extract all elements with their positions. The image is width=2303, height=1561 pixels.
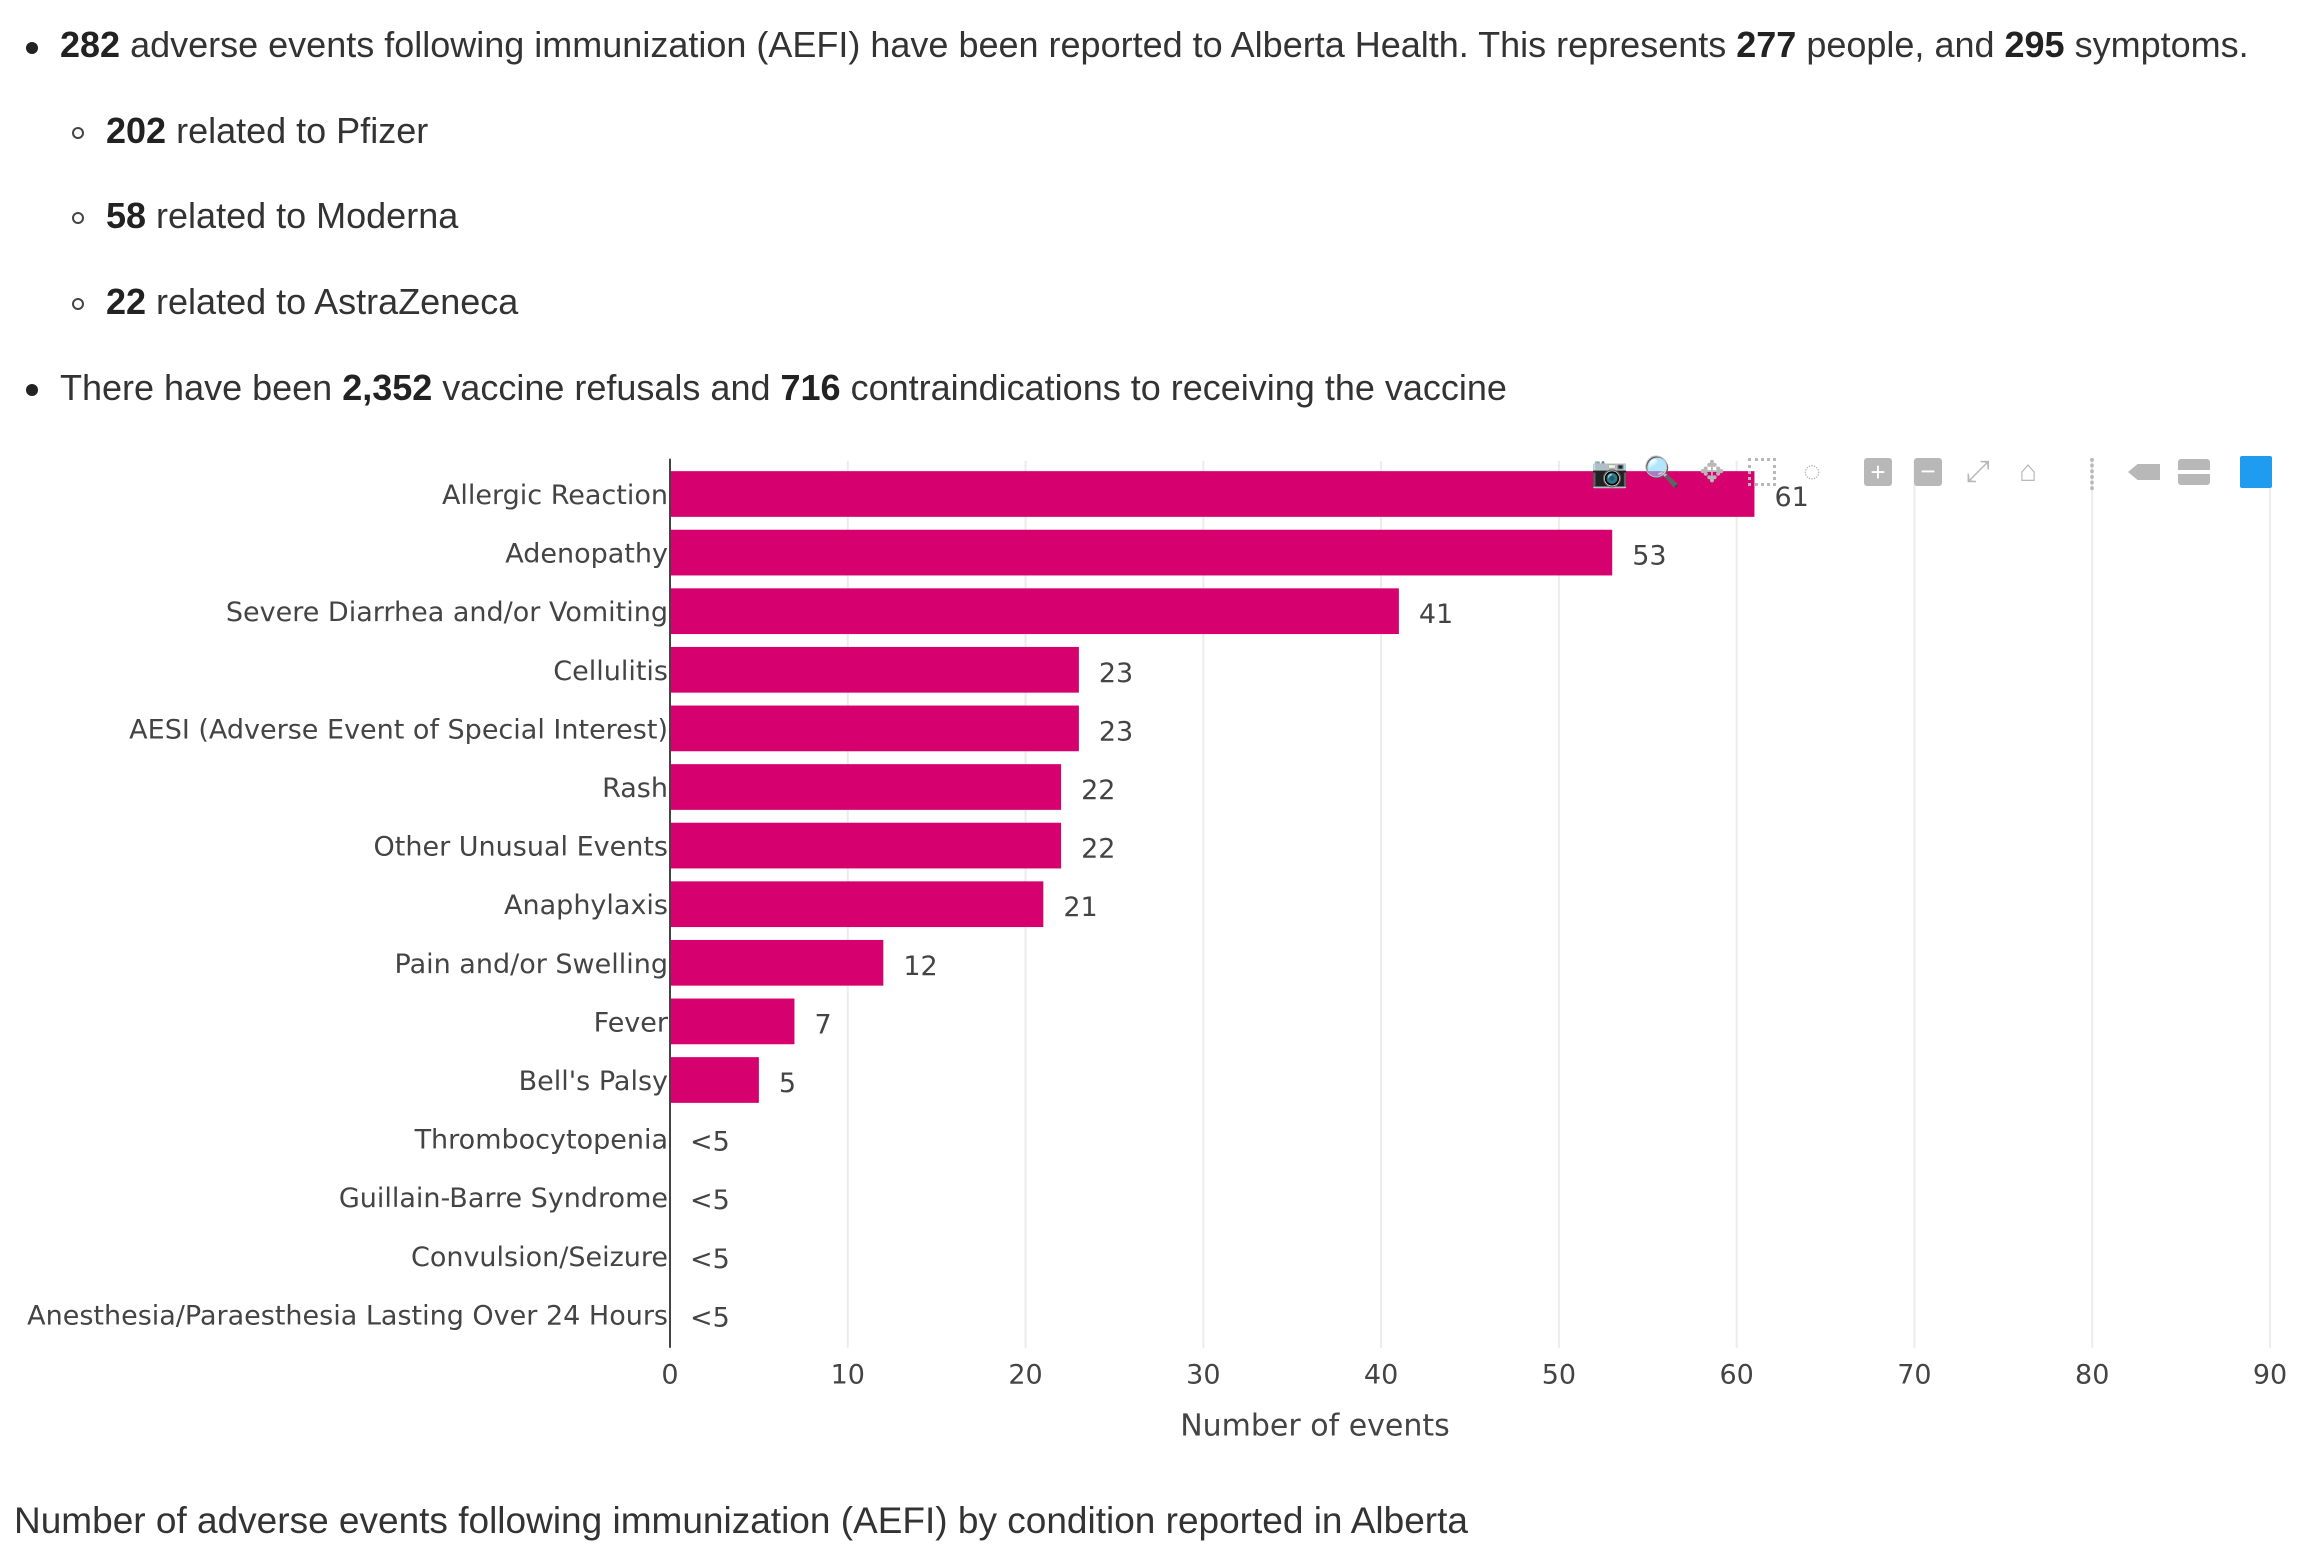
zoom-icon[interactable]: 🔍	[1643, 455, 1681, 489]
x-tick-label: 60	[1719, 1360, 1753, 1391]
x-tick-label: 70	[1897, 1360, 1931, 1391]
summary-astrazeneca: 22 related to AstraZeneca	[106, 281, 519, 322]
bar-value-label: 23	[1099, 716, 1133, 747]
x-tick-label: 20	[1008, 1360, 1042, 1391]
category-label: Adenopathy	[505, 539, 668, 570]
bar-value-label: 23	[1099, 658, 1133, 689]
bar	[670, 881, 1044, 928]
bar	[670, 646, 1079, 693]
bar-value-label: 61	[1774, 482, 1808, 513]
x-tick-label: 80	[2075, 1360, 2109, 1391]
category-label: Anaphylaxis	[504, 890, 668, 921]
bar	[670, 764, 1062, 810]
bar-value-label: 21	[1063, 892, 1097, 923]
category-label: Guillain-Barre Syndrome	[339, 1183, 668, 1214]
reset-axes-icon[interactable]: ⌂	[2018, 455, 2038, 488]
bar	[670, 998, 795, 1045]
hover-closest-icon[interactable]	[2124, 452, 2164, 492]
bar-value-label: 12	[903, 951, 937, 982]
x-tick-label: 50	[1542, 1360, 1576, 1391]
bullet-dot	[26, 42, 38, 54]
bar-value-label: <5	[690, 1244, 730, 1275]
bullet-dot	[26, 384, 38, 396]
summary-aefi-total: 282 adverse events following immunizatio…	[60, 24, 2249, 65]
bullet-ring	[72, 298, 84, 310]
bullet-ring	[72, 212, 84, 224]
category-label: Pain and/or Swelling	[395, 949, 669, 980]
zoom-in-icon[interactable]: +	[1858, 452, 1898, 492]
bar-value-label: <5	[690, 1185, 730, 1216]
bar-value-label: 5	[779, 1068, 796, 1099]
chart-caption: Number of adverse events following immun…	[14, 1500, 1468, 1541]
spike-lines-icon[interactable]: ⸽	[2088, 457, 2096, 491]
x-tick-label: 10	[831, 1360, 865, 1391]
category-label: Convulsion/Seizure	[411, 1242, 668, 1273]
summary-pfizer: 202 related to Pfizer	[106, 110, 429, 151]
x-tick-label: 30	[1186, 1360, 1220, 1391]
camera-icon[interactable]: 📷	[1591, 455, 1629, 489]
category-label: AESI (Adverse Event of Special Interest)	[129, 714, 668, 745]
category-label: Bell's Palsy	[519, 1066, 668, 1097]
bar	[670, 529, 1613, 576]
hover-compare-icon[interactable]	[2174, 452, 2214, 492]
bar	[670, 471, 1755, 517]
bar	[670, 1057, 759, 1103]
category-label: Allergic Reaction	[442, 480, 668, 511]
x-tick-label: 90	[2253, 1360, 2287, 1391]
category-label: Thrombocytopenia	[414, 1125, 668, 1156]
box-select-icon[interactable]	[1742, 452, 1782, 492]
bar	[670, 822, 1062, 869]
bar-value-label: 41	[1419, 599, 1453, 630]
lasso-select-icon[interactable]: ◌	[1803, 455, 1821, 488]
bar-value-label: 22	[1081, 775, 1115, 806]
category-label: Rash	[602, 773, 668, 804]
category-label: Cellulitis	[553, 656, 668, 687]
category-label: Anesthesia/Paraesthesia Lasting Over 24 …	[27, 1300, 668, 1331]
autoscale-icon[interactable]: ⤢	[1966, 455, 1990, 488]
category-label: Fever	[594, 1007, 669, 1038]
aefi-bar-chart[interactable]: 0 10 20 30 40 50 60 70 80 90 Allergic Reaction 61 Ad…	[0, 440, 2303, 1480]
plotly-logo-icon[interactable]	[2236, 452, 2276, 492]
bar-value-label: 53	[1632, 541, 1666, 572]
bar-value-label: <5	[690, 1302, 730, 1333]
bar-value-label: <5	[690, 1127, 730, 1158]
bullet-ring	[72, 127, 84, 139]
x-axis-title: Number of events	[1180, 1409, 1450, 1444]
bar-value-label: 22	[1081, 834, 1115, 865]
bar	[670, 939, 884, 986]
bar-value-label: 7	[814, 1009, 831, 1040]
summary-moderna: 58 related to Moderna	[106, 195, 459, 236]
category-label: Other Unusual Events	[374, 832, 668, 863]
summary-refusals: There have been 2,352 vaccine refusals a…	[60, 367, 1507, 408]
bar	[670, 588, 1399, 635]
x-tick-label: 0	[661, 1360, 678, 1391]
pan-icon[interactable]: ✥	[1699, 455, 1725, 489]
zoom-out-icon[interactable]: −	[1908, 452, 1948, 492]
category-label: Severe Diarrhea and/or Vomiting	[226, 597, 668, 628]
x-tick-label: 40	[1364, 1360, 1398, 1391]
bar	[670, 705, 1079, 752]
